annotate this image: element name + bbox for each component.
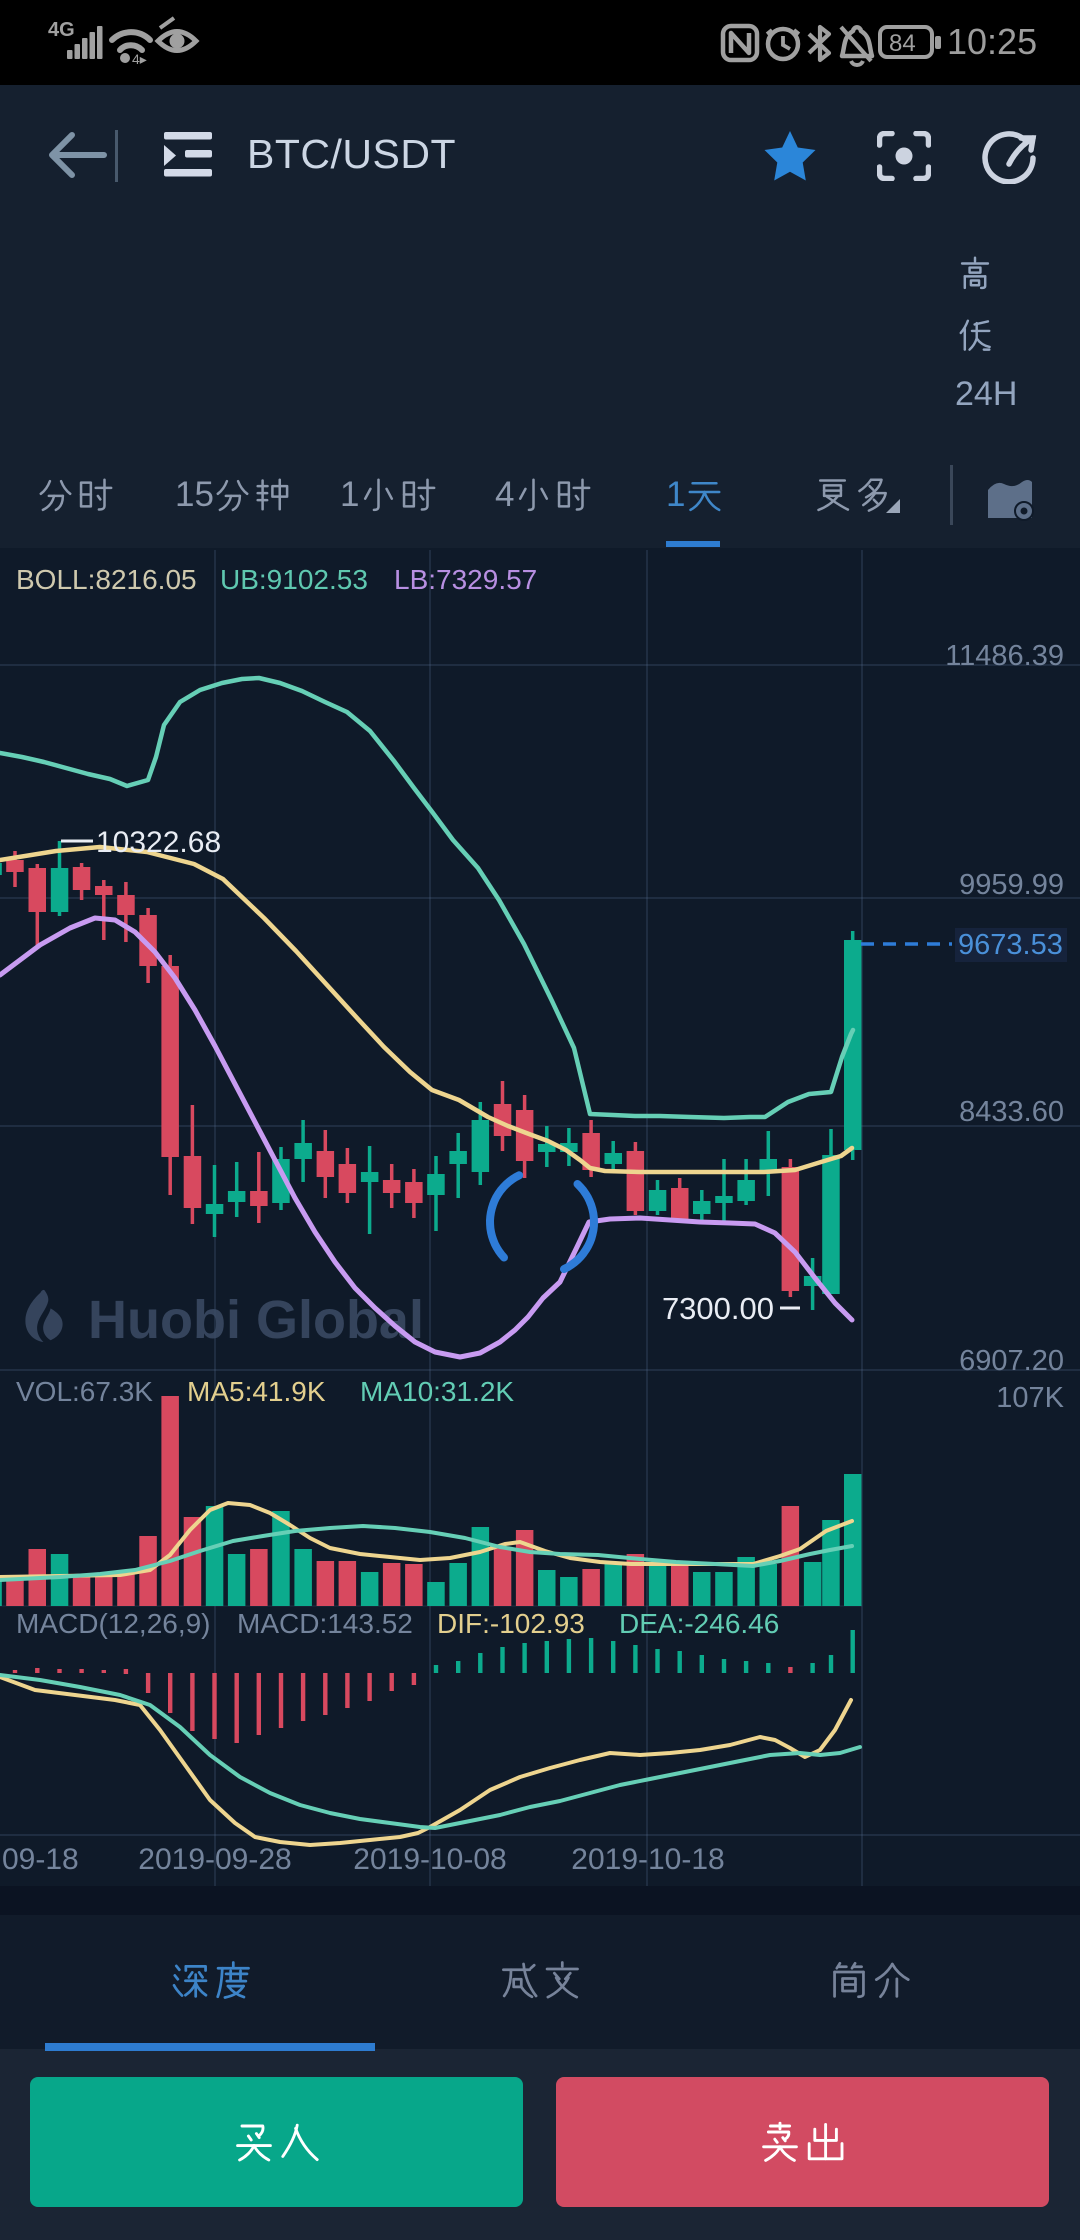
- svg-text:09-18: 09-18: [2, 1843, 79, 1876]
- svg-text:BOLL:8216.05: BOLL:8216.05: [16, 564, 197, 595]
- svg-text:10322.68: 10322.68: [96, 826, 221, 859]
- svg-text:DIF:-102.93: DIF:-102.93: [437, 1608, 585, 1639]
- svg-text:9959.99: 9959.99: [959, 869, 1064, 901]
- svg-text:2019-10-08: 2019-10-08: [353, 1843, 506, 1876]
- svg-text:DEA:-246.46: DEA:-246.46: [619, 1608, 779, 1639]
- svg-text:MACD(12,26,9): MACD(12,26,9): [16, 1608, 211, 1639]
- svg-text:Huobi Global: Huobi Global: [88, 1290, 424, 1350]
- svg-text:MA5:41.9K: MA5:41.9K: [187, 1376, 326, 1407]
- svg-text:7300.00: 7300.00: [662, 1291, 774, 1326]
- svg-text:2019-10-18: 2019-10-18: [571, 1843, 724, 1876]
- svg-text:4▸: 4▸: [132, 51, 147, 67]
- svg-text:10:25: 10:25: [947, 21, 1037, 62]
- svg-text:MACD:143.52: MACD:143.52: [237, 1608, 413, 1639]
- svg-text:MA10:31.2K: MA10:31.2K: [360, 1376, 514, 1407]
- svg-text:VOL:67.3K: VOL:67.3K: [16, 1376, 153, 1407]
- svg-text:107K: 107K: [996, 1382, 1064, 1414]
- svg-text:8433.60: 8433.60: [959, 1096, 1064, 1128]
- svg-text:9673.53: 9673.53: [958, 929, 1063, 961]
- svg-text:11486.39: 11486.39: [945, 640, 1064, 672]
- svg-text:UB:9102.53: UB:9102.53: [220, 564, 368, 595]
- svg-text:2019-09-28: 2019-09-28: [138, 1843, 291, 1876]
- svg-text:4G: 4G: [48, 19, 75, 41]
- svg-text:LB:7329.57: LB:7329.57: [394, 564, 537, 595]
- svg-text:84: 84: [889, 30, 916, 57]
- svg-text:6907.20: 6907.20: [959, 1345, 1064, 1377]
